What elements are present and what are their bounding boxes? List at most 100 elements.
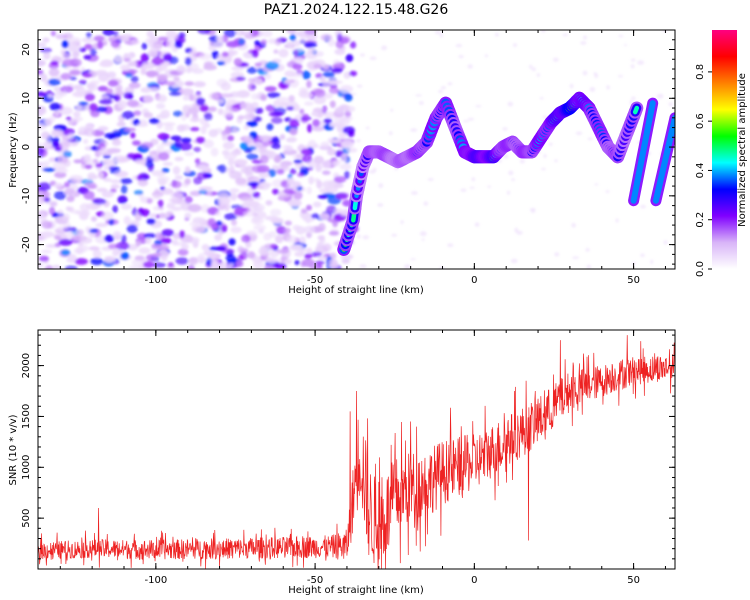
- heatmap-noise-cell: [73, 159, 83, 164]
- heatmap-noise-cell: [630, 64, 635, 69]
- heatmap-noise-cell: [254, 107, 264, 114]
- heatmap-noise-cell: [253, 203, 265, 212]
- heatmap-noise-cell: [222, 141, 235, 150]
- heatmap-noise-cell: [251, 93, 259, 100]
- heatmap-noise-cell: [502, 127, 508, 131]
- heatmap-noise-cell: [508, 170, 514, 176]
- heatmap-noise-cell: [229, 193, 238, 201]
- heatmap-noise-cell: [184, 196, 193, 204]
- heatmap-noise-cell: [276, 225, 287, 235]
- heatmap-noise-cell: [140, 142, 154, 149]
- heatmap-noise-cell: [141, 174, 150, 180]
- heatmap-noise-cell: [290, 73, 304, 78]
- heatmap-noise-cell: [92, 249, 102, 259]
- heatmap-noise-cell: [139, 208, 150, 217]
- heatmap-noise-cell: [246, 120, 258, 127]
- heatmap-noise-cell: [126, 224, 138, 233]
- heatmap-noise-cell: [41, 160, 51, 166]
- y-tick-label: 500: [21, 509, 32, 528]
- heatmap-noise-cell: [38, 212, 45, 218]
- heatmap-noise-cell: [198, 189, 208, 195]
- heatmap-noise-cell: [137, 179, 149, 187]
- heatmap-noise-cell: [151, 170, 166, 177]
- heatmap-noise-cell: [663, 240, 668, 245]
- figure-title: PAZ1.2024.122.15.48.G26: [264, 2, 449, 18]
- heatmap-noise-cell: [120, 234, 127, 244]
- heatmap-noise-cell: [110, 40, 121, 48]
- heatmap-noise-cell: [88, 228, 99, 234]
- heatmap-noise-cell: [38, 106, 47, 116]
- heatmap-noise-cell: [189, 127, 200, 132]
- heatmap-noise-cell: [161, 188, 174, 195]
- heatmap-noise-cell: [252, 191, 261, 198]
- heatmap-noise-cell: [130, 220, 139, 226]
- heatmap-noise-cell: [243, 124, 250, 131]
- heatmap-noise-cell: [43, 197, 51, 203]
- heatmap-noise-cell: [167, 262, 174, 268]
- heatmap-noise-cell: [323, 111, 336, 119]
- heatmap-noise-cell: [179, 142, 192, 151]
- heatmap-noise-cell: [67, 43, 78, 53]
- heatmap-noise-cell: [152, 193, 161, 200]
- heatmap-noise-cell: [187, 107, 200, 115]
- heatmap-noise-cell: [467, 117, 475, 121]
- heatmap-noise-cell: [244, 113, 257, 121]
- heatmap-noise-cell: [350, 41, 357, 49]
- heatmap-noise-cell: [126, 69, 139, 74]
- heatmap-noise-cell: [108, 166, 118, 171]
- heatmap-noise-cell: [319, 188, 330, 194]
- heatmap-noise-cell: [343, 116, 354, 121]
- heatmap-noise-cell: [83, 139, 89, 144]
- heatmap-noise-cell: [111, 139, 122, 147]
- heatmap-noise-cell: [306, 204, 312, 211]
- heatmap-noise-cell: [293, 49, 299, 56]
- heatmap-noise-cell: [410, 258, 417, 261]
- heatmap-noise-cell: [123, 216, 131, 225]
- heatmap-noise-cell: [95, 222, 108, 228]
- heatmap-noise-cell: [536, 73, 541, 77]
- heatmap-noise-cell: [240, 196, 255, 202]
- heatmap-noise-cell: [294, 251, 305, 257]
- heatmap-noise-cell: [49, 201, 58, 207]
- heatmap-noise-cell: [299, 108, 305, 115]
- colorbar-tick-label: 0.6: [695, 113, 706, 129]
- heatmap-noise-cell: [170, 135, 182, 141]
- heatmap-noise-cell: [205, 257, 213, 267]
- heatmap-noise-cell: [148, 87, 160, 92]
- heatmap-noise-cell: [327, 148, 337, 156]
- heatmap-noise-cell: [306, 186, 312, 195]
- heatmap-noise-cell: [554, 252, 560, 257]
- heatmap-noise-cell: [172, 166, 181, 175]
- heatmap-noise-cell: [189, 221, 197, 227]
- heatmap-noise-cell: [264, 86, 277, 92]
- heatmap-noise-cell: [471, 177, 476, 182]
- heatmap-noise-cell: [329, 122, 340, 128]
- heatmap-noise-cell: [107, 79, 119, 87]
- heatmap-noise-cell: [341, 258, 350, 264]
- heatmap-noise-cell: [49, 115, 56, 123]
- heatmap-noise-cell: [341, 153, 348, 162]
- heatmap-noise-cell: [131, 259, 143, 266]
- heatmap-noise-cell: [211, 223, 220, 231]
- heatmap-noise-cell: [289, 118, 300, 128]
- heatmap-noise-cell: [42, 37, 50, 43]
- heatmap-noise-cell: [95, 106, 108, 113]
- heatmap-noise-cell: [300, 148, 312, 156]
- heatmap-noise-cell: [539, 97, 544, 100]
- heatmap-noise-cell: [64, 181, 70, 188]
- heatmap-noise-cell: [304, 253, 313, 259]
- heatmap-noise-cell: [575, 131, 583, 135]
- heatmap-noise-cell: [167, 33, 179, 38]
- heatmap-noise-cell: [146, 198, 153, 204]
- heatmap-noise-cell: [606, 85, 610, 90]
- heatmap-noise-cell: [322, 181, 335, 190]
- heatmap-noise-cell: [50, 30, 57, 37]
- heatmap-noise-cell: [303, 225, 316, 234]
- heatmap-noise-cell: [128, 265, 143, 269]
- heatmap-noise-cell: [203, 64, 217, 71]
- y-tick-label: 2000: [21, 353, 32, 378]
- heatmap-noise-cell: [113, 95, 120, 101]
- heatmap-noise-cell: [89, 246, 99, 251]
- heatmap-noise-cell: [172, 110, 184, 117]
- heatmap-noise-cell: [99, 150, 105, 156]
